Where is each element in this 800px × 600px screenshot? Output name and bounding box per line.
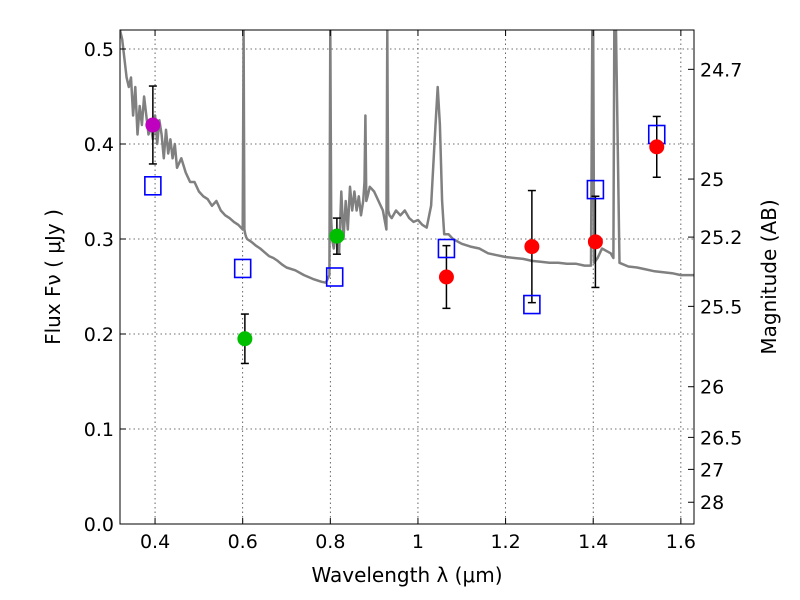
- model-points: [144, 124, 666, 315]
- mag-tick-label: 26.5: [700, 427, 742, 449]
- y-tick-label: 0.0: [84, 514, 114, 536]
- observed-points: [145, 117, 665, 347]
- x-tick-label: 0.4: [140, 531, 170, 553]
- x-tick-label: 0.8: [315, 531, 345, 553]
- model-spectrum: [120, 30, 694, 284]
- model-spectrum-line: [120, 30, 694, 284]
- observed-point: [145, 117, 161, 133]
- x-tick-label: 1.6: [666, 531, 696, 553]
- model-point: [437, 238, 456, 259]
- x-axis-label: Wavelength λ (μm): [311, 563, 502, 587]
- x-tick-label: 1.2: [490, 531, 520, 553]
- y-tick-label: 0.5: [84, 39, 114, 61]
- model-point: [325, 267, 344, 287]
- x-tick-label: 1.4: [578, 531, 608, 553]
- observed-point: [524, 239, 540, 255]
- mag-tick-label: 25.2: [700, 227, 742, 249]
- mag-tick-label: 25: [700, 169, 724, 191]
- error-bars: [148, 85, 661, 365]
- mag-tick-label: 26: [700, 377, 724, 399]
- plot-frame: [119, 29, 695, 525]
- model-point: [586, 179, 605, 200]
- axis-ticks: [120, 30, 694, 525]
- model-point: [144, 176, 162, 196]
- observed-point: [438, 269, 454, 285]
- y-tick-label: 0.3: [84, 229, 114, 251]
- y-tick-label: 0.2: [84, 324, 114, 346]
- observed-point: [329, 228, 345, 244]
- mag-tick-label: 27: [700, 459, 724, 481]
- tick-labels: 0.4 0.6 0.8 1 1.2 1.4 1.6 0.0 0.1 0.2 0.3 0.4 0.5 24.…: [84, 39, 743, 553]
- mag-tick-label: 28: [700, 492, 724, 514]
- mag-tick-label: 24.7: [700, 59, 742, 81]
- observed-point: [649, 139, 665, 155]
- x-tick-label: 1: [412, 531, 424, 553]
- observed-point: [237, 331, 253, 347]
- y2-axis-label: Magnitude (AB): [757, 199, 781, 354]
- y-tick-label: 0.4: [84, 134, 114, 156]
- observed-point: [587, 234, 603, 250]
- y-axis-label: Flux Fν ( μJy ): [41, 209, 65, 345]
- grid-lines: [120, 30, 694, 525]
- x-tick-label: 0.6: [228, 531, 258, 553]
- y-tick-label: 0.1: [84, 419, 114, 441]
- model-point: [233, 258, 252, 279]
- model-point: [523, 294, 541, 315]
- mag-tick-label: 25.5: [700, 296, 742, 318]
